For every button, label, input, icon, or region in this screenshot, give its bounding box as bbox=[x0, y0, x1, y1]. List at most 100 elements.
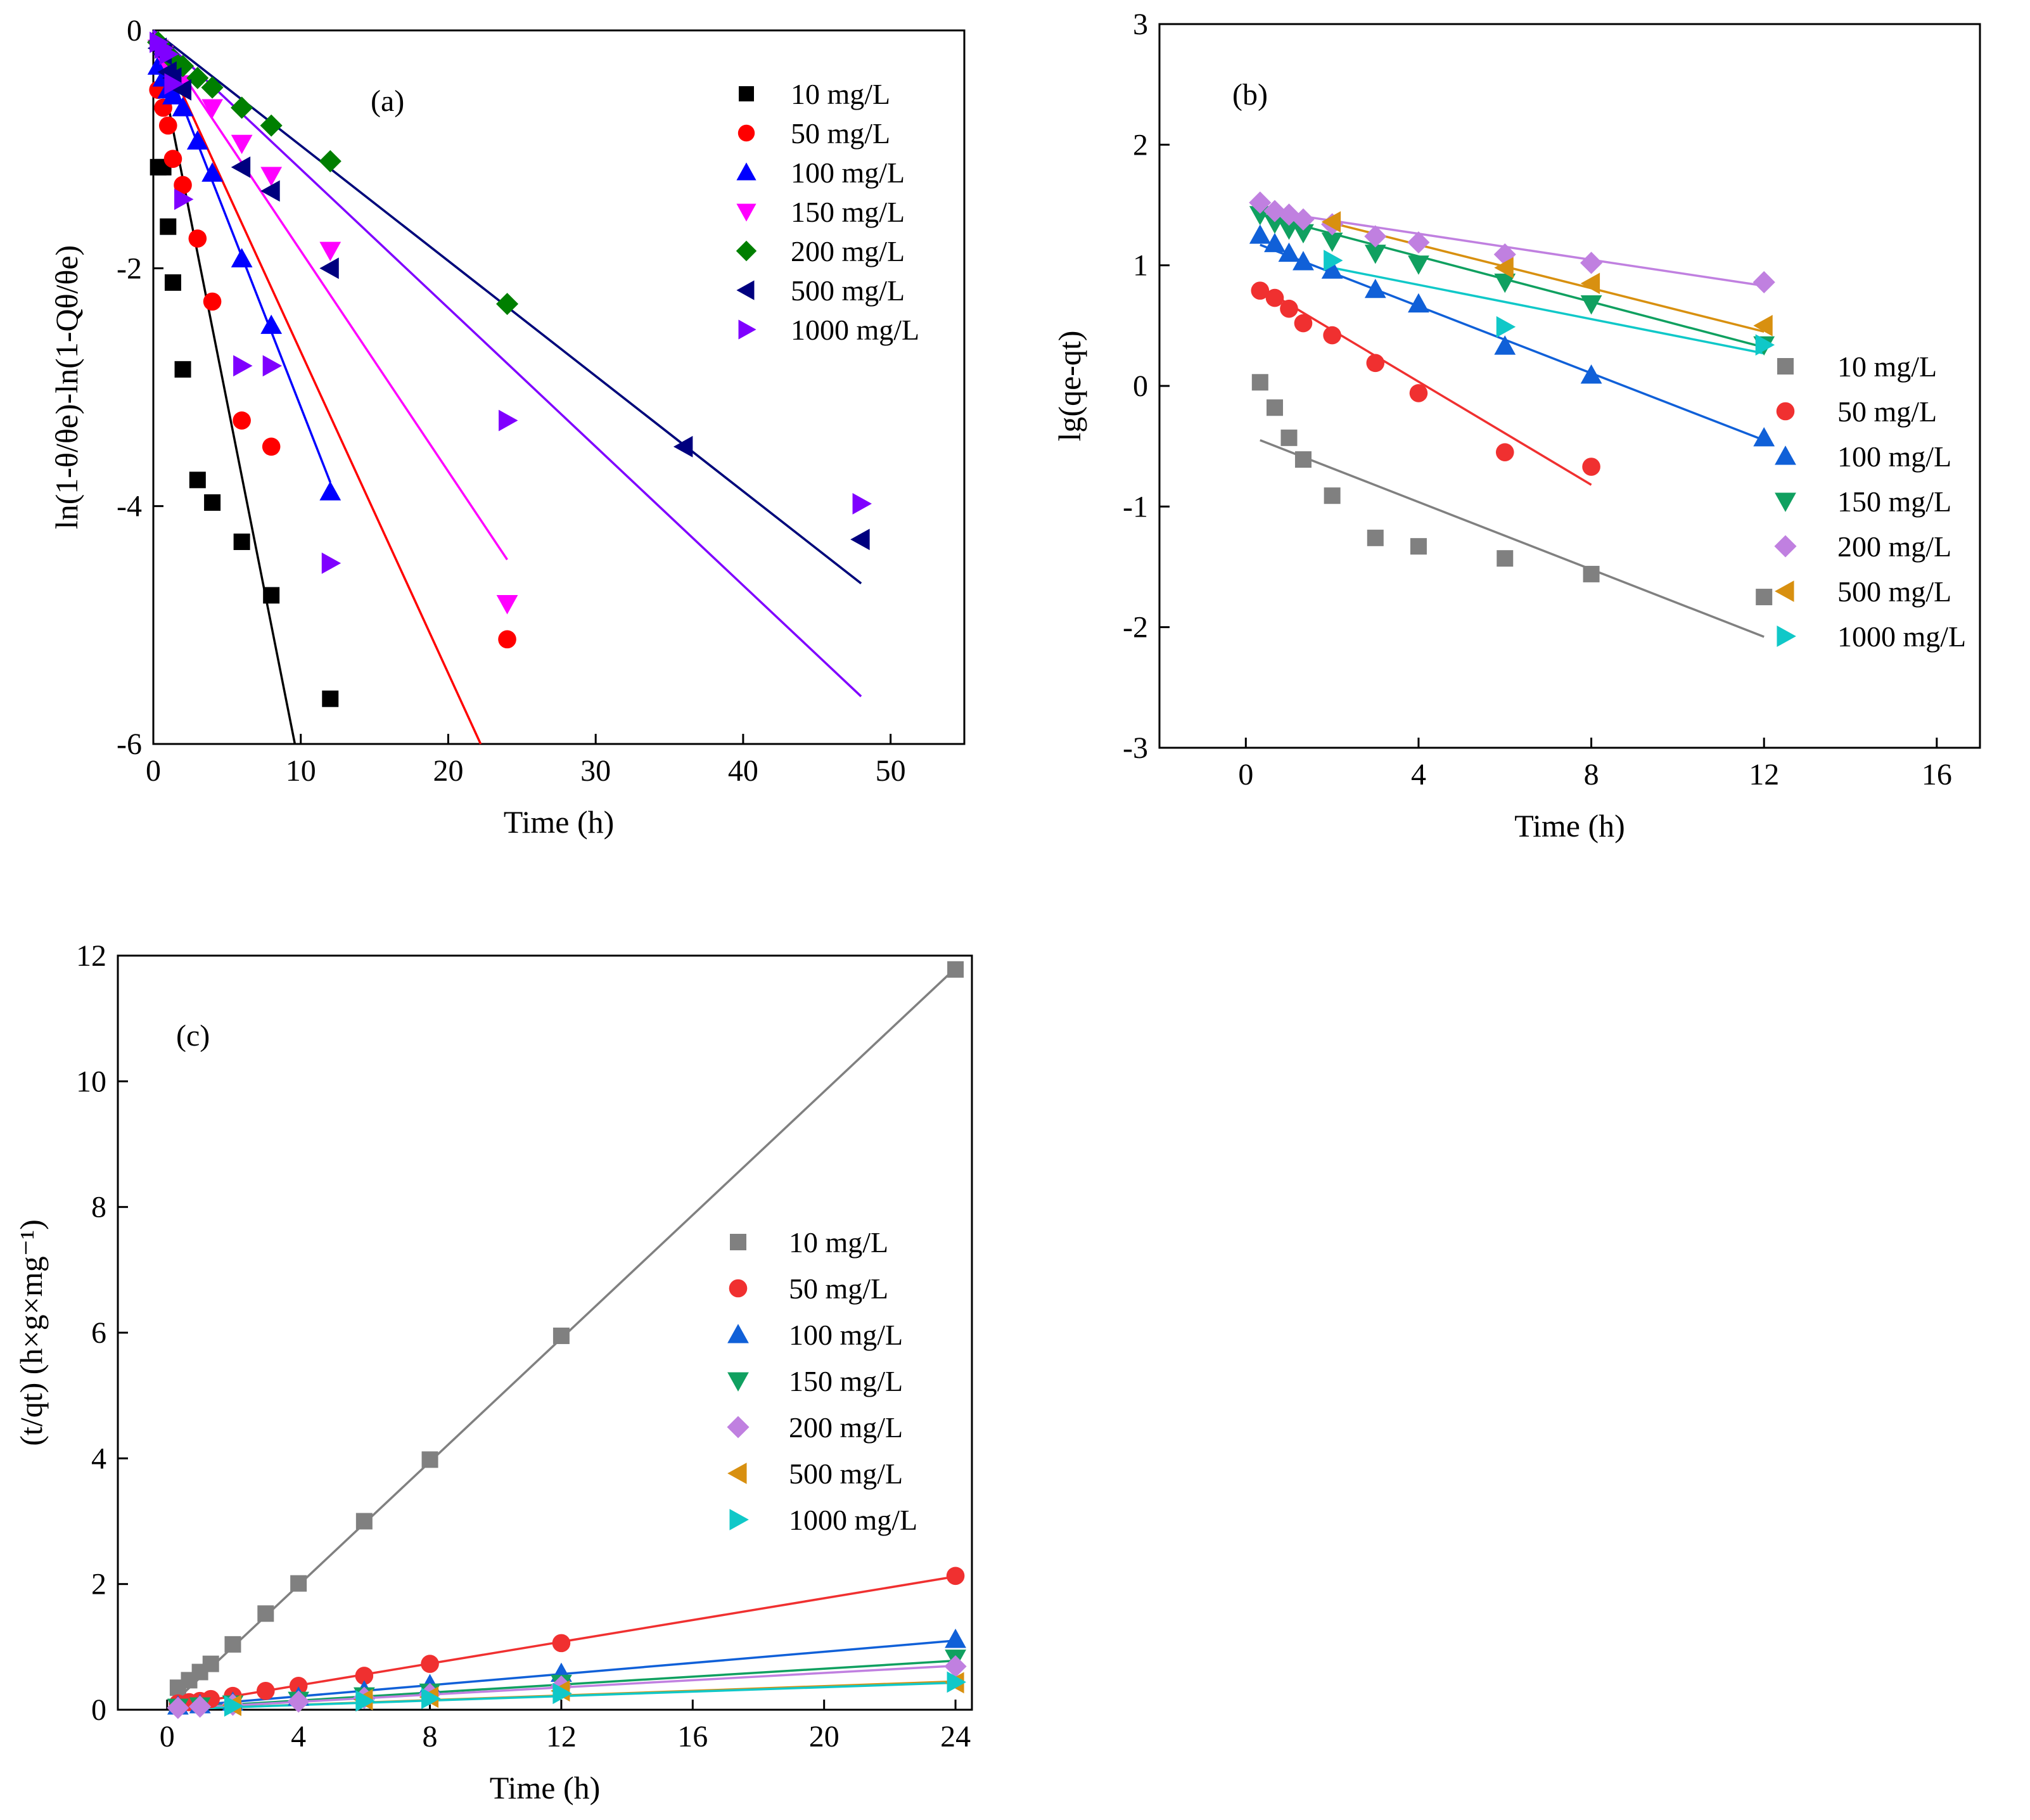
data-point bbox=[287, 1690, 310, 1713]
data-point bbox=[262, 437, 281, 456]
data-point bbox=[1324, 250, 1343, 271]
y-tick-label: 0 bbox=[1133, 369, 1148, 403]
legend-label: 150 mg/L bbox=[791, 196, 905, 228]
chart-c-y-axis-title: (t/qt) (h×g×mg⁻¹) bbox=[13, 1219, 49, 1445]
legend-marker bbox=[1777, 358, 1794, 375]
data-point bbox=[319, 257, 339, 279]
chart-a-points bbox=[147, 31, 872, 707]
data-point bbox=[159, 43, 179, 65]
data-point bbox=[1277, 203, 1301, 226]
legend-label: 150 mg/L bbox=[1837, 485, 1951, 518]
legend-label: 10 mg/L bbox=[1837, 350, 1937, 383]
data-point bbox=[355, 1513, 373, 1530]
x-tick-label: 12 bbox=[546, 1720, 577, 1753]
data-point bbox=[1266, 399, 1283, 416]
y-tick-label: -2 bbox=[117, 252, 142, 285]
data-point bbox=[158, 116, 177, 135]
data-point bbox=[321, 552, 342, 574]
legend-marker bbox=[739, 86, 754, 101]
data-point bbox=[231, 134, 253, 155]
data-point bbox=[1409, 384, 1428, 402]
data-point bbox=[852, 493, 872, 515]
fit-line bbox=[1260, 214, 1765, 349]
legend-label: 150 mg/L bbox=[789, 1365, 903, 1397]
data-point bbox=[1264, 214, 1286, 234]
data-point bbox=[1321, 211, 1341, 233]
legend-label: 500 mg/L bbox=[789, 1458, 903, 1490]
legend-label: 1000 mg/L bbox=[791, 314, 919, 346]
data-point bbox=[202, 1655, 219, 1672]
data-point bbox=[1580, 272, 1600, 295]
data-point bbox=[1494, 257, 1514, 279]
data-point bbox=[203, 292, 222, 311]
legend-marker bbox=[736, 280, 755, 300]
data-point bbox=[1408, 255, 1429, 275]
legend-marker bbox=[729, 1279, 748, 1298]
data-point bbox=[188, 229, 207, 248]
chart-b-points bbox=[1249, 191, 1775, 606]
fit-line bbox=[1332, 222, 1765, 333]
data-point bbox=[260, 114, 283, 137]
y-tick-label: 0 bbox=[127, 14, 142, 48]
chart-b-legend: 10 mg/L 50 mg/L 100 mg/L 150 mg/L 200 mg/L 50… bbox=[1774, 350, 1966, 653]
legend-marker bbox=[738, 319, 756, 340]
legend-marker bbox=[736, 162, 756, 181]
data-point bbox=[945, 1629, 966, 1648]
data-point bbox=[231, 96, 253, 119]
legend-marker bbox=[727, 1416, 750, 1439]
x-tick-label: 10 bbox=[286, 754, 316, 788]
data-point bbox=[947, 1671, 966, 1693]
data-point bbox=[163, 150, 182, 168]
chart-c-points bbox=[167, 961, 967, 1719]
data-point bbox=[1323, 326, 1341, 345]
chart-c-x-axis-title: Time (h) bbox=[490, 1770, 601, 1805]
data-point bbox=[1367, 529, 1384, 546]
chart-a-ticks: 0 10 20 30 40 50 0 -2 -4 -6 bbox=[117, 14, 906, 788]
x-tick-label: 4 bbox=[1411, 758, 1426, 791]
legend-marker bbox=[730, 1234, 746, 1250]
data-point bbox=[233, 355, 253, 377]
data-point bbox=[319, 481, 342, 501]
data-point bbox=[1580, 295, 1602, 315]
chart-c-legend: 10 mg/L 50 mg/L 100 mg/L 150 mg/L 200 mg/L 50… bbox=[727, 1226, 917, 1536]
legend-marker bbox=[1775, 445, 1796, 465]
chart-b-x-axis-title: Time (h) bbox=[1514, 808, 1625, 843]
data-point bbox=[174, 188, 194, 210]
y-tick-label: -1 bbox=[1123, 490, 1148, 523]
x-tick-label: 50 bbox=[876, 754, 906, 788]
x-tick-label: 12 bbox=[1749, 758, 1779, 791]
x-tick-label: 30 bbox=[580, 754, 611, 788]
data-point bbox=[1278, 242, 1300, 262]
data-point bbox=[260, 314, 283, 334]
y-tick-label: 3 bbox=[1133, 8, 1148, 41]
data-point bbox=[1249, 224, 1271, 244]
legend-label: 10 mg/L bbox=[789, 1226, 888, 1259]
data-point bbox=[224, 1695, 244, 1717]
data-point bbox=[1366, 354, 1385, 373]
x-tick-label: 16 bbox=[677, 1720, 708, 1753]
y-tick-label: -4 bbox=[117, 490, 142, 523]
x-tick-label: 16 bbox=[1922, 758, 1952, 791]
fit-line bbox=[1260, 243, 1765, 442]
data-point bbox=[260, 167, 283, 186]
data-point bbox=[355, 1667, 374, 1685]
legend-label: 200 mg/L bbox=[789, 1411, 903, 1444]
x-tick-label: 20 bbox=[433, 754, 463, 788]
y-tick-label: 12 bbox=[76, 939, 106, 973]
data-point bbox=[172, 79, 192, 101]
legend-label: 100 mg/L bbox=[791, 157, 905, 189]
legend-marker bbox=[727, 1372, 749, 1392]
data-point bbox=[164, 274, 181, 291]
data-point bbox=[1495, 443, 1514, 461]
x-tick-label: 20 bbox=[809, 1720, 839, 1753]
data-point bbox=[421, 1688, 441, 1710]
legend-marker bbox=[727, 1324, 749, 1343]
legend-marker bbox=[737, 124, 755, 142]
legend-marker bbox=[1775, 492, 1796, 512]
y-tick-label: 8 bbox=[91, 1191, 106, 1224]
data-point bbox=[552, 1327, 570, 1344]
